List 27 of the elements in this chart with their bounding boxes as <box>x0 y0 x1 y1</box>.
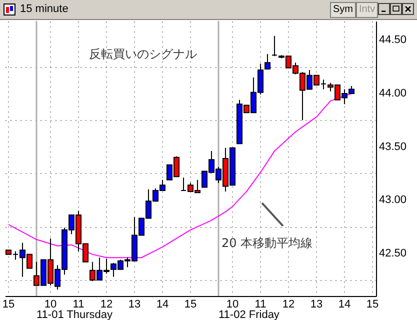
y-tick-label: 44.00 <box>379 87 407 100</box>
text: Intv <box>356 2 378 18</box>
x-tick-label: 15 <box>184 298 197 310</box>
y-tick-label: 43.50 <box>379 140 407 153</box>
candlestick <box>272 35 278 57</box>
candlestick <box>264 54 270 70</box>
x-tick-label: 12 <box>100 298 113 310</box>
x-tick-label: 12 <box>282 298 295 310</box>
x-tick-label: 10 <box>44 298 57 310</box>
chart-title: 15 minute <box>20 3 68 15</box>
y-tick-label: 42.50 <box>379 247 407 260</box>
x-tick-label: 10 <box>226 298 239 310</box>
y-tick-label: 44.50 <box>379 34 407 46</box>
x-tick-label: 13 <box>310 298 323 310</box>
x-tick-label: 14 <box>338 298 351 310</box>
x-tick-label: 15 <box>366 298 379 310</box>
y-tick-label: 43.00 <box>379 194 407 206</box>
x-tick-label: 11 <box>72 298 84 310</box>
annotation: 反転買いのシグナル <box>89 47 197 61</box>
series-label: 20 本移動平均線 <box>221 236 313 250</box>
x-tick-label: 13 <box>128 298 141 310</box>
text: 11-01 Thursday <box>36 309 114 320</box>
text: 11-02 Friday <box>218 309 280 320</box>
x-tick-label: 11 <box>254 298 266 310</box>
text: Sym <box>330 2 356 18</box>
x-tick-label: 14 <box>156 298 169 310</box>
x-tick-label: 15 <box>2 298 15 310</box>
